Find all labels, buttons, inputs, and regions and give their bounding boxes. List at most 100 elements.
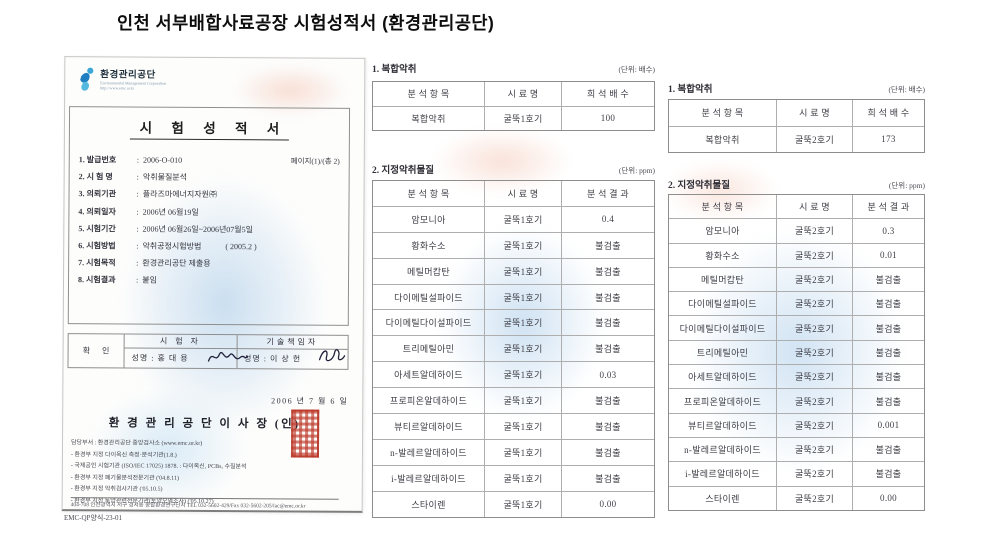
table-cell: 굴뚝2호기 — [776, 413, 852, 437]
table-cell: 굴뚝2호기 — [776, 243, 852, 267]
column-header: 시 료 명 — [776, 100, 852, 126]
column-header: 희 석 배 수 — [561, 82, 654, 106]
table-cell: 굴뚝1호기 — [484, 284, 561, 310]
table-cell: 프로피온알데하이드 — [683, 396, 762, 407]
table-cell: : 2006년 06월26일~2006년07월5일 — [136, 224, 254, 235]
table-cell: : 2006-O-010 — [136, 155, 183, 165]
doc-title: 시 험 성 적 서 — [129, 116, 290, 141]
table-cell: 굴뚝1호기 — [484, 414, 561, 439]
column-header: 분 석 결 과 — [561, 181, 654, 206]
table-row: 2. 시 험 명 : 악취물질분석 — [79, 168, 340, 187]
table-cell: 아세트알데하이드 — [394, 370, 463, 381]
section-header: 1. 복합악취 (단위: 배수) — [372, 61, 655, 75]
org-name: 환경관리공단 — [100, 70, 156, 81]
column-header: 분 석 항 목 — [701, 108, 744, 119]
table-cell: 불검출 — [561, 336, 654, 362]
table-cell: 다이메틸다이설파이드 — [679, 323, 766, 334]
table-cell: 스타이렌 — [411, 499, 446, 510]
results-stack-1: 1. 복합악취 (단위: 배수) 분 석 항 목 시 료 명 희 석 배 수 복… — [372, 0, 655, 542]
table-row: - 환경부 지정 악취검사기관 ('05.10.5) — [71, 484, 341, 495]
table-cell: 굴뚝2호기 — [776, 340, 852, 365]
table-row: n-발레르알데하이드 굴뚝1호기 불검출 — [373, 438, 654, 465]
unit-label: (단위: 배수) — [618, 65, 655, 74]
table-body: 복합악취 굴뚝1호기 100 — [373, 105, 654, 130]
table-cell: 불검출 — [561, 414, 654, 439]
table-cell: 메틸머캅탄 — [407, 266, 450, 277]
table-header-row: 분 석 항 목 시 료 명 분 석 결 과 — [373, 181, 654, 206]
table-header-row: 분 석 항 목 시 료 명 희 석 배 수 — [373, 82, 654, 106]
table-cell: 다이메틸설파이드 — [688, 299, 757, 310]
substances-table-1: 분 석 항 목 시 료 명 분 석 결 과 암모니아 굴뚝1호기 0.4 황화수소 굴뚝… — [372, 180, 655, 518]
unit-label: (단위: 배수) — [888, 85, 925, 94]
table-cell: 프로피온알데하이드 — [389, 396, 468, 407]
table-row: 복합악취 굴뚝2호기 173 — [669, 125, 924, 152]
table-cell: 2. 시 험 명 — [78, 172, 113, 182]
certificate-scan: 환경관리공단 Environmental Management Corporat… — [61, 56, 366, 513]
table-cell: 불검출 — [852, 267, 924, 292]
table-cell: : 플라즈마에너지자원㈜ — [136, 189, 218, 200]
section-title: 2. 지정악취물질 — [372, 166, 434, 176]
table-cell: 0.01 — [852, 243, 924, 267]
table-row: 황화수소 굴뚝1호기 불검출 — [373, 231, 654, 258]
table-row: - 국제공인 시험기관 (ISO/IEC 17025) 1878. : 다이옥신… — [71, 460, 341, 471]
odor-table-1: 분 석 항 목 시 료 명 희 석 배 수 복합악취 굴뚝1호기 100 — [372, 81, 655, 131]
table-cell: 황화수소 — [705, 250, 740, 261]
table-cell: 100 — [561, 106, 654, 130]
substances-table-2: 분 석 항 목 시 료 명 분 석 결 과 암모니아 굴뚝2호기 0.3 황화수소 굴뚝… — [668, 194, 925, 511]
org-logo-text: 환경관리공단 Environmental Management Corporat… — [100, 66, 166, 91]
table-cell: - 환경부 지정 폐기물분석전문기관 ('04.8.11) — [70, 474, 179, 482]
table-cell: 굴뚝1호기 — [484, 336, 561, 362]
table-cell: 뷰티르알데하이드 — [688, 420, 757, 431]
table-cell: 다이메틸설파이드 — [394, 292, 463, 303]
tech-manager-signature-icon — [318, 349, 346, 362]
table-cell: 6. 시험방법 — [78, 241, 116, 251]
table-row: 복합악취 굴뚝1호기 100 — [373, 105, 654, 130]
table-row: 암모니아 굴뚝2호기 0.3 — [669, 218, 924, 243]
table-row: 5. 시험기간 : 2006년 06월26일~2006년07월5일 — [78, 220, 339, 239]
table-cell: - 환경부 지정 다이옥신 측정·분석기관(1.8.) — [70, 451, 177, 459]
table-row: 담당부서 : 환경관리공단 중앙검사소 (www.emc.or.kr) — [71, 437, 341, 448]
table-cell: 불검출 — [852, 437, 924, 462]
table-body: 암모니아 굴뚝1호기 0.4 황화수소 굴뚝1호기 불검출 메틸머캅탄 굴뚝1호기 불검출 다이메… — [373, 205, 654, 517]
table-row: 메틸머캅탄 굴뚝2호기 불검출 — [669, 266, 924, 292]
section-title: 2. 지정악취물질 — [668, 181, 730, 191]
unit-label: (단위: ppm) — [618, 166, 655, 175]
table-row: 트리메틸아민 굴뚝2호기 불검출 — [669, 339, 924, 365]
table-cell: 스타이렌 — [705, 493, 740, 504]
table-cell: : 악취공정시험방법 ( 2005.2 ) — [136, 241, 257, 252]
column-header: 분 석 결 과 — [852, 195, 924, 219]
table-cell: 굴뚝2호기 — [776, 267, 852, 292]
table-cell: 담당부서 : 환경관리공단 중앙검사소 (www.emc.or.kr) — [71, 440, 203, 447]
column-header: 희 석 배 수 — [852, 100, 924, 126]
table-cell: 불검출 — [852, 316, 924, 340]
table-cell: 3. 의뢰기관 — [78, 189, 117, 199]
emc-logo-icon — [80, 67, 94, 91]
table-cell: 5. 시험기간 — [78, 224, 116, 234]
table-cell: 굴뚝2호기 — [776, 219, 852, 243]
table-cell: 굴뚝2호기 — [776, 292, 852, 316]
table-cell: 굴뚝1호기 — [484, 258, 561, 284]
odor-table-2: 분 석 항 목 시 료 명 희 석 배 수 복합악취 굴뚝2호기 173 — [668, 99, 925, 153]
table-cell: 굴뚝1호기 — [484, 106, 561, 130]
table-cell: 불검출 — [852, 389, 924, 413]
table-cell: 불검출 — [561, 284, 654, 310]
table-cell: i-발레르알데하이드 — [685, 469, 760, 480]
results-stack-2: 1. 복합악취 (단위: 배수) 분 석 항 목 시 료 명 희 석 배 수 복… — [668, 0, 925, 542]
section-header: 1. 복합악취 (단위: 배수) — [668, 81, 925, 95]
table-cell: 굴뚝1호기 — [484, 206, 561, 232]
table-cell: 아세트알데하이드 — [688, 372, 757, 383]
table-cell: 뷰티르알데하이드 — [394, 421, 463, 432]
table-cell: 복합악취 — [411, 113, 446, 124]
table-cell: n-발레르알데하이드 — [684, 445, 761, 456]
section-title: 1. 복합악취 — [372, 65, 417, 75]
table-cell: 불검출 — [852, 365, 924, 389]
table-cell: 굴뚝2호기 — [776, 126, 852, 152]
table-body: 암모니아 굴뚝2호기 0.3 황화수소 굴뚝2호기 0.01 메틸머캅탄 굴뚝2호기 불검출 다이… — [669, 218, 924, 510]
table-row: 트리메틸아민 굴뚝1호기 불검출 — [373, 335, 654, 362]
table-row: i-발레르알데하이드 굴뚝1호기 불검출 — [373, 464, 654, 491]
table-cell: 굴뚝2호기 — [776, 389, 852, 413]
table-cell: - 국제공인 시험기관 (ISO/IEC 17025) 1878. : 다이옥신… — [70, 463, 247, 471]
table-cell: : 악취물질분석 — [136, 172, 188, 183]
table-cell: 굴뚝1호기 — [484, 362, 561, 388]
table-row: 4. 의뢰일자: 2006년 06월19일 — [78, 203, 339, 222]
